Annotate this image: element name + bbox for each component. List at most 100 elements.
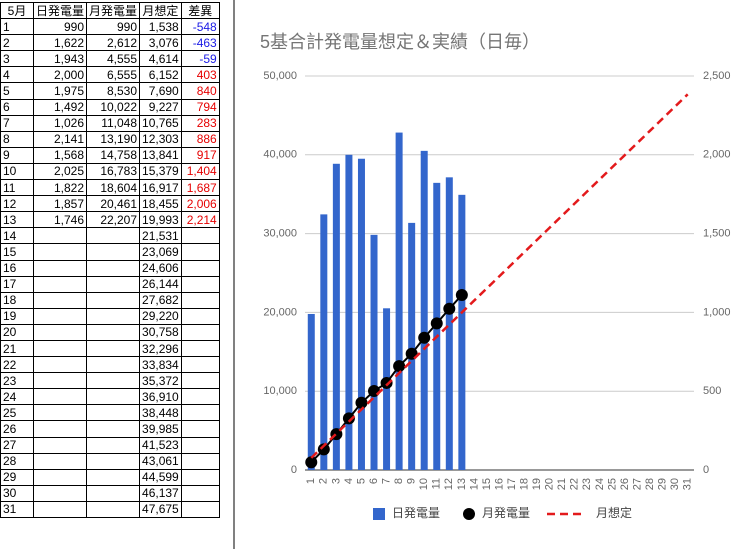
table-row: 8 2,141 13,190 12,303 886	[0, 130, 220, 148]
table-cell: 43,061	[139, 452, 182, 470]
y-tick-label: 50,000	[263, 70, 297, 82]
table-row: 3 1,943 4,555 4,614 -59	[0, 50, 220, 68]
table-cell: 11,048	[86, 114, 141, 132]
x-tick-label: 4	[343, 478, 355, 484]
table-cell: 21	[0, 339, 34, 358]
marker	[418, 331, 431, 344]
table-row: 4 2,000 6,555 6,152 403	[0, 66, 220, 84]
table-row: 24 36,910	[0, 388, 220, 406]
table-cell: 29	[0, 468, 34, 486]
x-tick-label: 10	[418, 478, 430, 490]
table-cell: 1,822	[32, 179, 88, 197]
marker	[342, 412, 355, 425]
table-row: 7 1,026 11,048 10,765 283	[0, 114, 220, 132]
table-row: 16 24,606	[0, 259, 220, 277]
y2-tick-label: 0	[703, 464, 709, 476]
x-tick-label: 18	[519, 478, 531, 490]
table-row: 27 41,523	[0, 436, 220, 454]
x-tick-label: 6	[368, 478, 380, 484]
table-cell: 差異	[180, 1, 220, 20]
table-cell: 30	[0, 484, 34, 502]
x-tick-label: 12	[443, 478, 455, 490]
marker	[368, 385, 381, 398]
table-cell: 33,834	[139, 356, 182, 374]
table-row: 9 1,568 14,758 13,841 917	[0, 146, 220, 164]
marker	[355, 396, 368, 409]
bar	[320, 214, 328, 470]
bar	[420, 150, 428, 471]
x-tick-label: 15	[481, 478, 493, 490]
table-row: 2 1,622 2,612 3,076 -463	[0, 34, 220, 52]
x-tick-label: 11	[431, 478, 443, 489]
table-row: 18 27,682	[0, 291, 220, 309]
table-row: 5 1,975 8,530 7,690 840	[0, 82, 220, 100]
y-tick-label: 30,000	[263, 228, 297, 240]
x-tick-label: 9	[406, 478, 418, 484]
table-row: 20 30,758	[0, 323, 220, 341]
table-row: 13 1,746 22,207 19,993 2,214	[0, 211, 220, 229]
table-cell: 283	[180, 114, 220, 132]
table-row: 5月 日発電量 月発電量 月想定 差異	[0, 1, 220, 20]
table-row: 28 43,061	[0, 452, 220, 470]
legend-swatch	[373, 508, 385, 520]
legend-label: 月想定	[596, 505, 632, 520]
table-cell	[180, 500, 220, 519]
x-tick-label: 26	[619, 478, 631, 490]
table-cell: 47,675	[139, 500, 182, 519]
table-cell: 13,841	[139, 146, 182, 164]
marker	[317, 443, 330, 456]
table-cell: 30,758	[139, 323, 182, 341]
x-tick-label: 29	[657, 478, 669, 490]
y-tick-label: 40,000	[263, 149, 297, 161]
table-row: 22 33,834	[0, 356, 220, 374]
y-tick-label: 0	[291, 464, 297, 476]
table-cell: 35,372	[139, 372, 182, 390]
table-cell: 1,687	[180, 179, 220, 197]
table-row: 1 990 990 1,538 -548	[0, 18, 220, 36]
marker	[393, 360, 406, 373]
table-cell: 18,455	[139, 195, 182, 213]
x-tick-label: 30	[669, 478, 681, 490]
table-cell: 22,207	[86, 211, 141, 229]
x-tick-label: 22	[569, 478, 581, 490]
table-cell: 19,993	[139, 211, 182, 229]
table-cell: 25	[0, 404, 34, 422]
table-row: 10 2,025 16,783 15,379 1,404	[0, 162, 220, 181]
marker	[443, 302, 456, 315]
table-cell: 16	[0, 259, 34, 277]
x-tick-label: 31	[682, 478, 694, 490]
chart-title: 5基合計発電量想定＆実績（日毎）	[260, 32, 540, 52]
x-tick-label: 1	[305, 478, 317, 484]
bar	[383, 308, 391, 470]
table-cell: -548	[180, 18, 220, 36]
table-cell: 27,682	[139, 291, 182, 309]
x-tick-label: 8	[393, 478, 405, 484]
x-tick-label: 27	[631, 478, 643, 490]
table-cell: 4,555	[86, 50, 141, 68]
table-cell: 9,227	[139, 98, 182, 116]
marker	[455, 289, 468, 302]
table-cell: 23,069	[139, 243, 182, 261]
table-row: 17 26,144	[0, 275, 220, 293]
table-cell: 15,379	[139, 162, 182, 181]
marker	[380, 376, 393, 389]
x-tick-label: 5	[355, 478, 367, 484]
table-row: 14 21,531	[0, 227, 220, 245]
table-cell: 1,568	[32, 146, 88, 164]
y2-tick-label: 1,500	[703, 228, 731, 240]
bar	[357, 158, 365, 471]
x-tick-label: 2	[318, 478, 330, 484]
x-tick-label: 23	[581, 478, 593, 490]
bar	[370, 234, 378, 470]
table-cell: 32,296	[139, 339, 182, 358]
y2-tick-label: 2,500	[703, 70, 731, 82]
y2-tick-label: 2,000	[703, 149, 731, 161]
table-cell: 16,917	[139, 179, 182, 197]
table-row: 29 44,599	[0, 468, 220, 486]
x-tick-label: 28	[644, 478, 656, 490]
table-cell: 20,461	[86, 195, 141, 213]
table-cell: -59	[180, 50, 220, 68]
legend-swatch	[463, 508, 475, 520]
table-cell: 2,141	[32, 130, 88, 148]
